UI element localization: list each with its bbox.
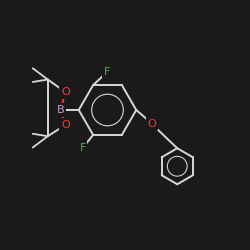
Text: O: O (61, 87, 70, 97)
Text: F: F (80, 143, 86, 153)
Text: F: F (104, 67, 110, 77)
Text: O: O (61, 120, 70, 130)
Text: O: O (147, 119, 156, 129)
Text: B: B (57, 105, 64, 115)
